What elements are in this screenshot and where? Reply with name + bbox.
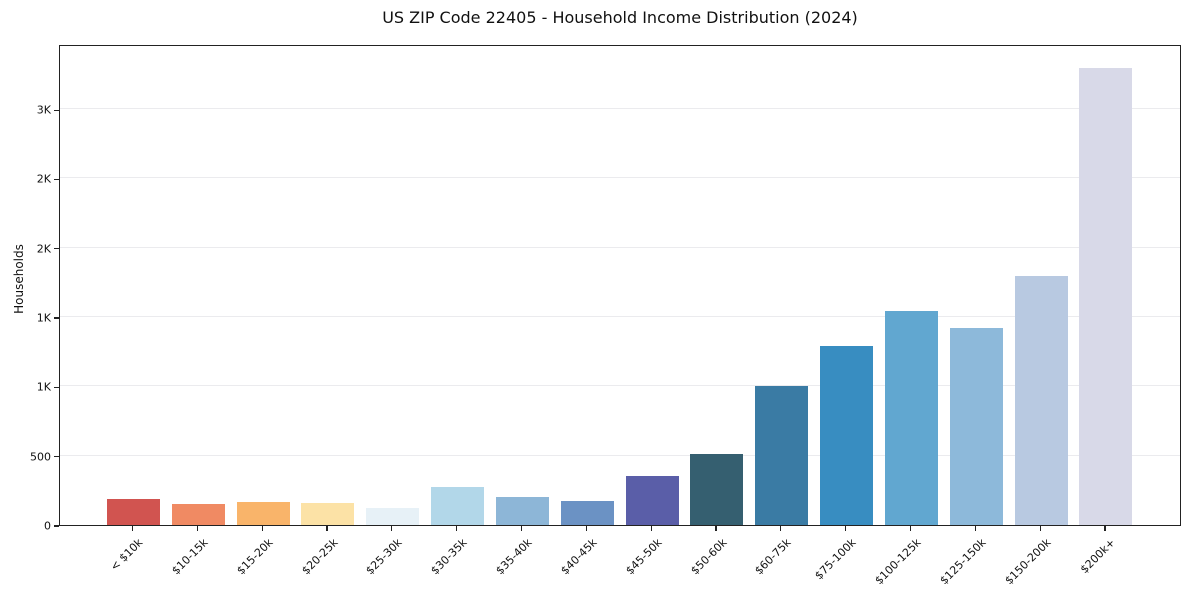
gridline xyxy=(60,454,1180,456)
x-tick-label: $35-40k xyxy=(493,536,535,578)
x-tick-label: < $10k xyxy=(108,536,146,574)
bar xyxy=(1014,275,1068,525)
gridline xyxy=(60,246,1180,248)
gridline xyxy=(60,385,1180,387)
gridline xyxy=(60,316,1180,318)
x-tick-mark xyxy=(326,526,328,531)
y-tick-label: 2K xyxy=(36,172,51,186)
bar xyxy=(625,476,679,525)
x-tick-mark xyxy=(520,526,523,531)
y-tick-mark xyxy=(54,317,59,319)
x-tick-label: $40-45k xyxy=(558,536,600,578)
x-tick-mark xyxy=(715,526,717,531)
x-tick-mark xyxy=(845,526,847,531)
x-tick-mark xyxy=(650,526,652,531)
x-tick-mark xyxy=(1039,526,1041,531)
x-tick-label: $10-15k xyxy=(169,536,211,578)
x-tick-label: $30-35k xyxy=(428,536,470,578)
x-tick-label: $100-125k xyxy=(872,536,924,588)
y-tick-label: 500 xyxy=(30,450,51,464)
y-tick-label: 1K xyxy=(36,380,51,394)
bar xyxy=(495,496,549,525)
x-tick-label: $25-30k xyxy=(363,536,406,578)
x-tick-label: $60-75k xyxy=(752,536,794,578)
y-tick-mark xyxy=(54,525,59,527)
x-tick-mark xyxy=(131,526,134,531)
x-tick-mark xyxy=(780,526,782,531)
y-tick-label: 2K xyxy=(36,242,51,256)
bar xyxy=(884,310,938,525)
x-tick-mark xyxy=(585,526,587,531)
bar xyxy=(560,500,614,525)
bar xyxy=(366,508,420,525)
x-tick-label: $200k+ xyxy=(1078,536,1119,577)
x-tick-label: $15-20k xyxy=(234,536,276,578)
x-tick-mark xyxy=(391,526,393,531)
x-tick-mark xyxy=(1104,526,1106,531)
gridline xyxy=(60,177,1180,179)
y-tick-mark xyxy=(54,109,59,111)
x-tick-label: $20-25k xyxy=(298,536,341,578)
bar xyxy=(1079,67,1133,525)
bar xyxy=(820,346,874,525)
bar xyxy=(107,499,160,525)
gridline xyxy=(60,108,1180,110)
x-tick-mark xyxy=(196,526,198,531)
x-tick-label: $125-150k xyxy=(937,536,989,588)
x-tick-label: $50-60k xyxy=(687,536,730,578)
x-tick-label: $45-50k xyxy=(623,536,665,578)
x-tick-label: $75-100k xyxy=(812,536,859,583)
x-tick-mark xyxy=(974,526,976,531)
plot-area xyxy=(59,45,1181,526)
x-tick-mark xyxy=(909,526,912,531)
chart-title: US ZIP Code 22405 - Household Income Dis… xyxy=(382,8,858,27)
x-tick-mark xyxy=(456,526,458,531)
bar xyxy=(301,502,355,525)
y-tick-mark xyxy=(54,456,59,458)
bar xyxy=(755,386,809,525)
bar xyxy=(431,486,485,525)
y-tick-mark xyxy=(54,248,59,250)
y-tick-mark xyxy=(54,386,59,388)
y-tick-label: 3K xyxy=(36,103,51,117)
x-tick-label: $150-200k xyxy=(1002,536,1054,588)
bar xyxy=(949,328,1003,525)
x-tick-mark xyxy=(261,526,263,531)
y-tick-label: 1K xyxy=(36,311,51,325)
y-tick-mark xyxy=(54,178,59,181)
bar xyxy=(171,504,225,525)
y-tick-label: 0 xyxy=(44,519,51,533)
bar xyxy=(236,502,290,525)
bar xyxy=(690,453,744,525)
